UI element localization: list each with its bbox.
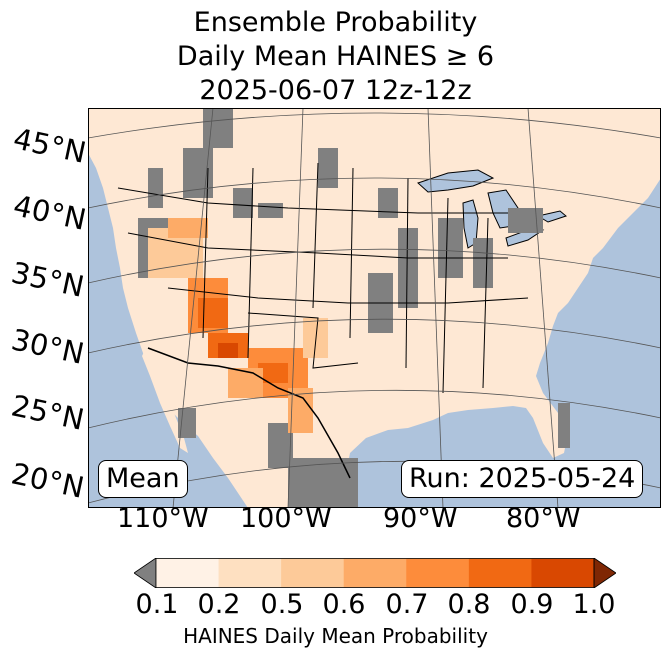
colorbar-bins: [156, 558, 595, 588]
colorbar-bin: [406, 558, 470, 588]
lat-label-45n: 45°N: [10, 121, 90, 170]
state-borders: [117, 162, 529, 394]
lat-label-35n: 35°N: [8, 255, 88, 304]
colorbar-tick-5: 0.8: [447, 589, 491, 620]
us-mexico-border: [147, 347, 351, 479]
stat-annotation: Mean: [98, 460, 188, 498]
lat-label-20n: 20°N: [8, 456, 88, 505]
colorbar-under-extend: [134, 558, 157, 588]
probability-shading: [148, 218, 328, 433]
graticule: [88, 108, 661, 508]
lat-label-25n: 25°N: [8, 388, 88, 437]
colorbar-tick-1: 0.2: [197, 589, 241, 620]
colorbar-bin: [218, 558, 282, 588]
colorbar-bin: [531, 558, 595, 588]
colorbar-tick-7: 1.0: [572, 589, 616, 620]
lon-label-90w: 90°W: [383, 503, 458, 534]
baja-peninsula: [142, 348, 188, 453]
colorbar-tick-0: 0.1: [135, 589, 179, 620]
colorbar-tick-4: 0.7: [385, 589, 429, 620]
colorbar-tick-3: 0.6: [322, 589, 366, 620]
chart-title-line-3: 2025-06-07 12z-12z: [199, 75, 472, 106]
colorbar-over-extend: [593, 558, 616, 588]
lake-ontario: [536, 210, 568, 223]
chart-title-line-2: Daily Mean HAINES ≥ 6: [176, 41, 495, 72]
chart-title-line-1: Ensemble Probability: [193, 7, 478, 38]
colorbar-bin: [468, 558, 532, 588]
colorbar-bin: [343, 558, 407, 588]
colorbar-outline: [155, 558, 595, 588]
lon-label-80w: 80°W: [506, 503, 581, 534]
run-annotation: Run: 2025-05-24: [401, 460, 644, 498]
lat-label-30n: 30°N: [8, 322, 88, 371]
colorbar-tick-6: 0.9: [510, 589, 554, 620]
colorbar-tick-2: 0.5: [260, 589, 304, 620]
colorbar-bin: [156, 558, 220, 588]
colorbar: [134, 558, 616, 588]
map-frame: [88, 108, 661, 508]
lon-label-110w: 110°W: [117, 503, 209, 534]
map-panel: [88, 108, 661, 508]
colorbar-label: HAINES Daily Mean Probability: [183, 624, 488, 648]
lon-label-100w: 100°W: [240, 503, 332, 534]
lat-label-40n: 40°N: [10, 188, 90, 237]
colorbar-bin: [281, 558, 345, 588]
